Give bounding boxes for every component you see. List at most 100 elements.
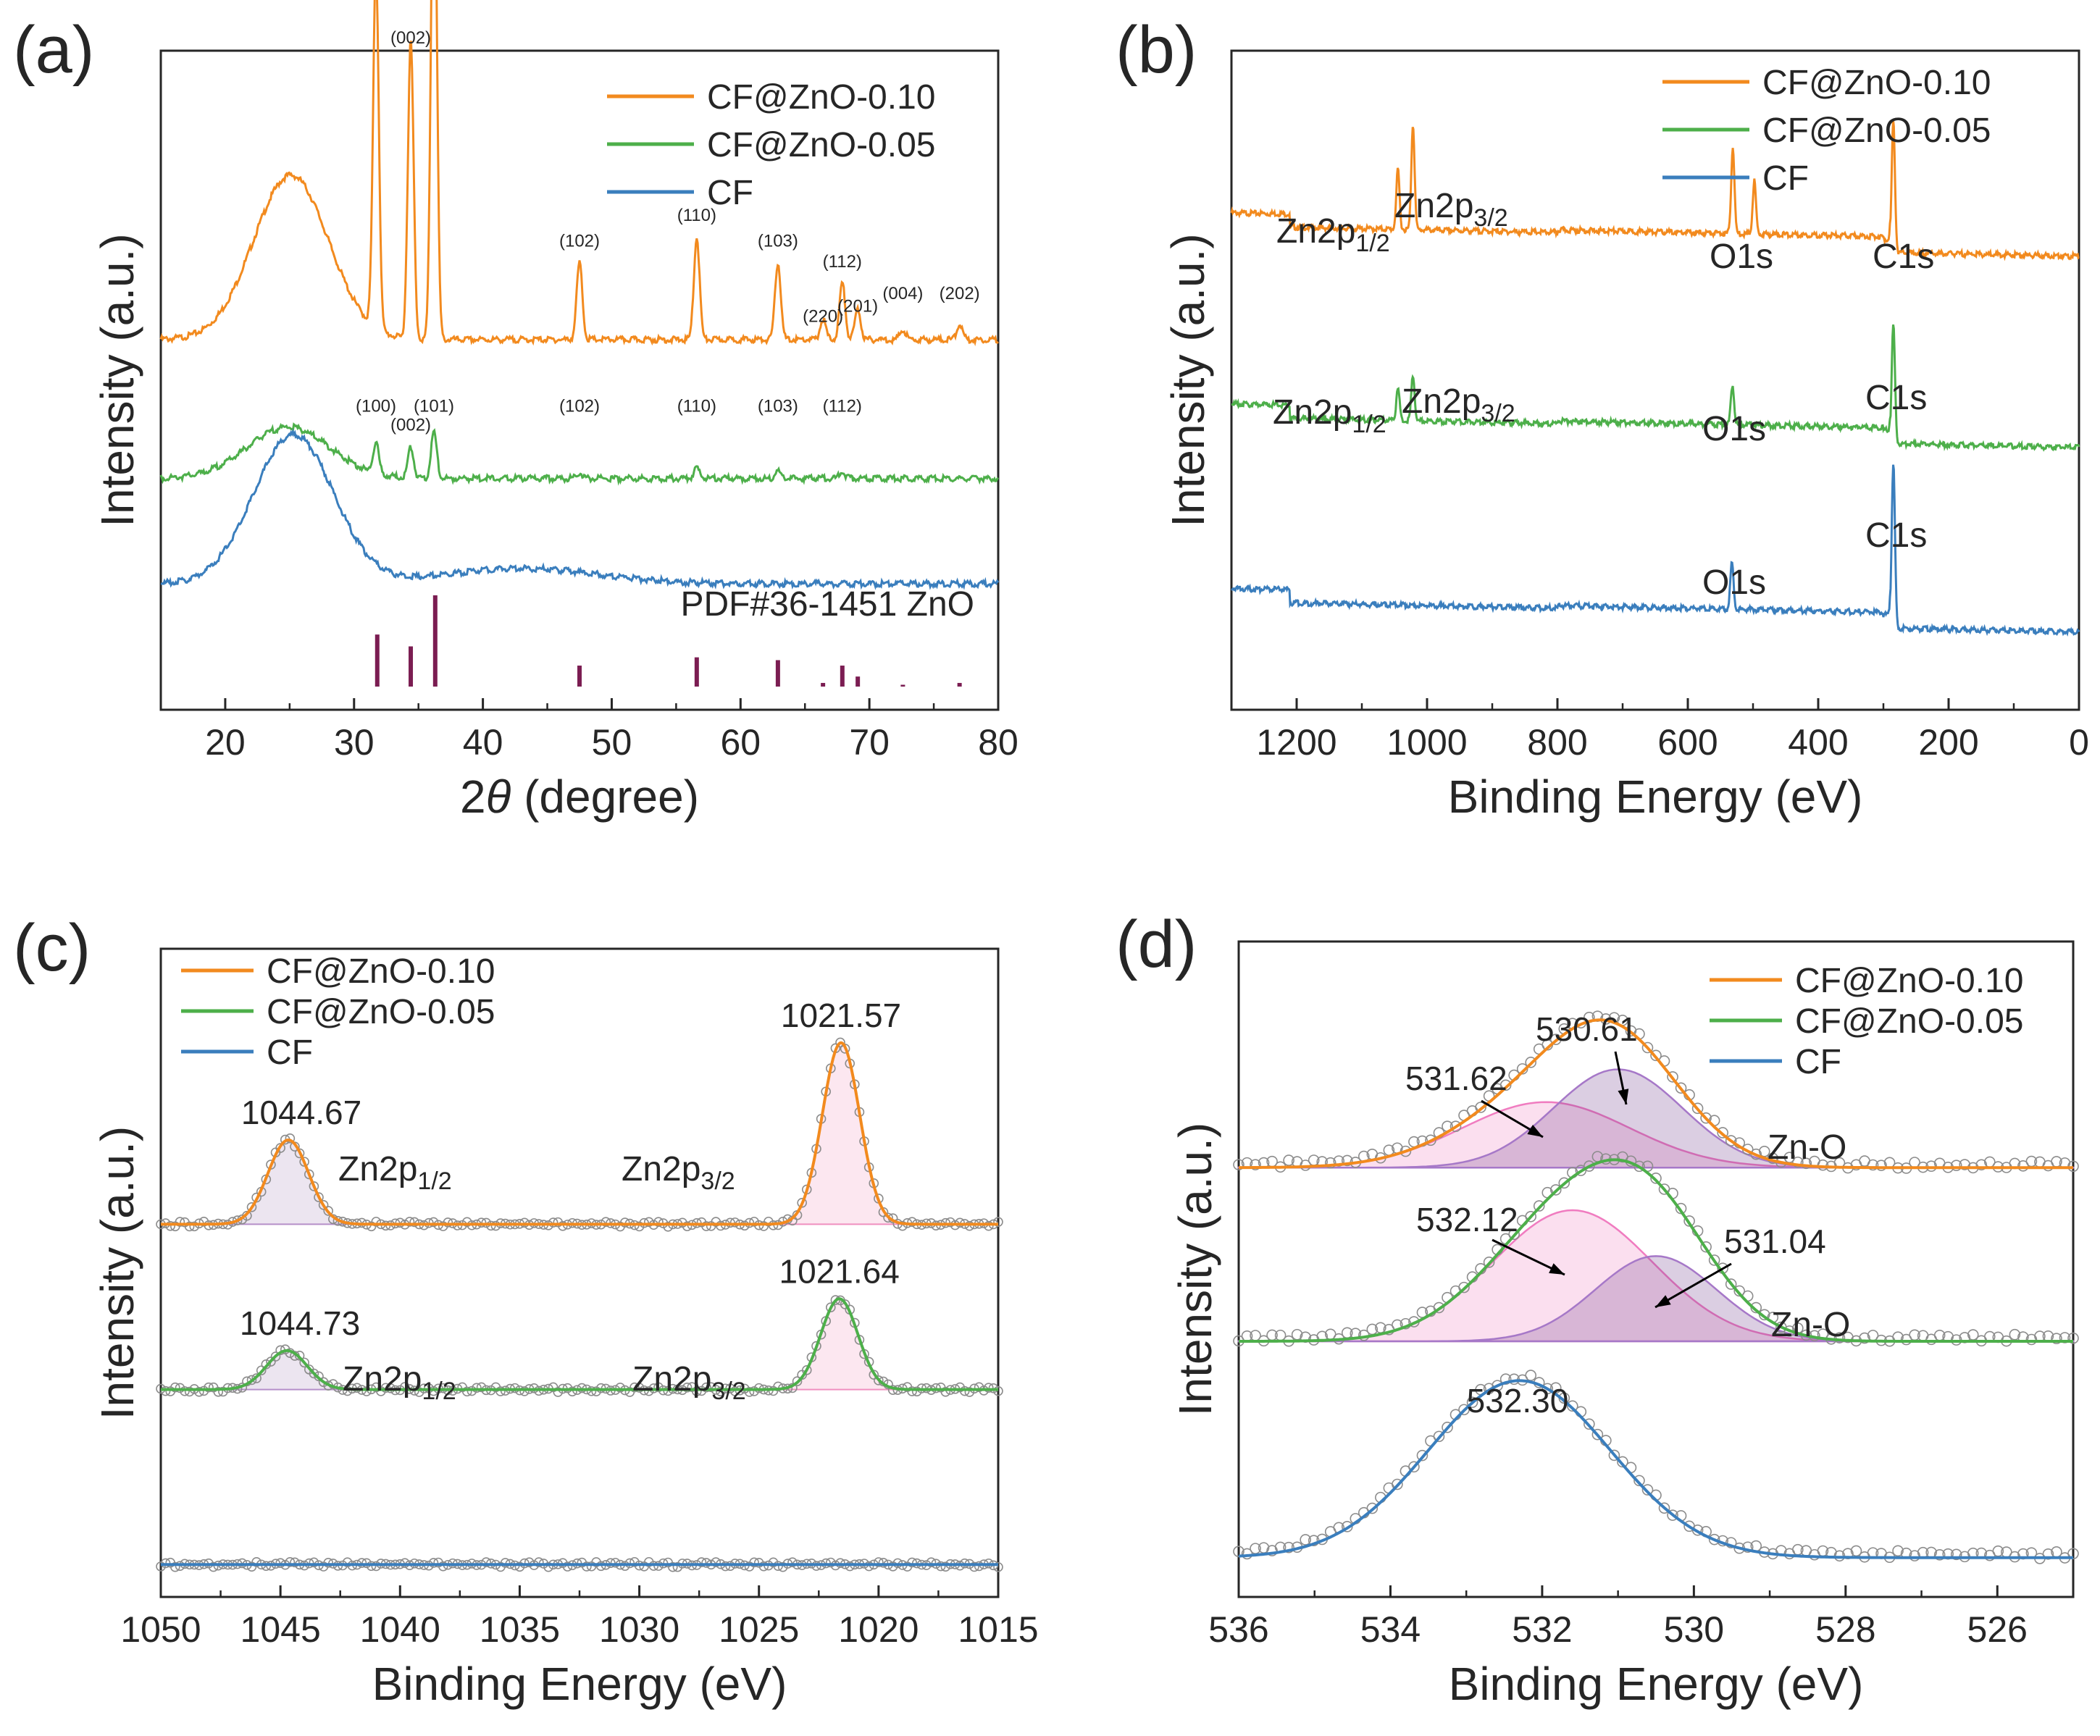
data-marker (1591, 1428, 1604, 1441)
data-marker (907, 1557, 917, 1568)
data-marker (1708, 1533, 1720, 1546)
data-marker (729, 1386, 740, 1396)
series-line (159, 422, 1000, 486)
x-tick-label: 1025 (719, 1609, 799, 1650)
annotation-arrowhead (1655, 1295, 1671, 1307)
peak-value-label: 531.04 (1724, 1223, 1826, 1260)
data-marker (619, 1217, 630, 1228)
data-marker (940, 1386, 951, 1397)
data-marker (1733, 1285, 1745, 1297)
data-marker (461, 1386, 472, 1397)
data-marker (711, 1557, 721, 1567)
zn2p12-label: Zn2p1/2 (1273, 393, 1386, 438)
data-marker (1725, 1278, 1737, 1290)
hkl-label: (202) (940, 284, 980, 303)
data-marker (792, 1376, 803, 1387)
data-marker (490, 1220, 501, 1231)
data-marker (1283, 1154, 1294, 1166)
data-marker (1558, 1177, 1570, 1189)
legend-label: CF@ZnO-0.05 (267, 993, 495, 1031)
series-fit-line (1239, 1158, 2073, 1343)
data-marker (883, 1212, 893, 1223)
x-tick-label: 530 (1664, 1609, 1724, 1650)
x-tick-label: 1200 (1256, 722, 1336, 763)
peak-value-label: 530.61 (1536, 1010, 1638, 1048)
data-marker (438, 1561, 448, 1572)
data-marker (1758, 1145, 1770, 1157)
data-marker (974, 1561, 984, 1572)
data-marker (548, 1217, 559, 1228)
data-marker (400, 1558, 410, 1569)
panel-c: 1050 1045 1040 1035 1030 1025 1020 1015 Binding … (13, 911, 1039, 1710)
data-marker (682, 1221, 693, 1231)
data-marker (1584, 1418, 1595, 1430)
legend-label: CF (1795, 1043, 1841, 1081)
c1s-label: C1s (1865, 379, 1927, 417)
data-marker (524, 1557, 535, 1567)
data-marker (720, 1561, 731, 1572)
peak-component (1237, 1255, 2075, 1343)
data-marker (299, 1357, 309, 1368)
zn2p32-label: Zn2p3/2 (1394, 187, 1508, 232)
hkl-label: (102) (559, 396, 600, 416)
data-marker (562, 1561, 573, 1572)
data-marker (1250, 1159, 1261, 1170)
plot-frame (1237, 940, 2075, 1598)
data-marker (318, 1199, 329, 1210)
data-marker (1300, 1534, 1311, 1546)
data-marker (1525, 1370, 1536, 1381)
data-marker (1708, 1254, 1720, 1266)
data-marker (940, 1561, 951, 1572)
data-marker (1541, 1383, 1554, 1395)
data-marker (1741, 1541, 1754, 1553)
data-marker (959, 1385, 970, 1396)
x-tick-label: 1035 (480, 1609, 560, 1650)
legend-label: CF@ZnO-0.10 (267, 952, 495, 991)
x-tick-label: 20 (205, 722, 246, 763)
hkl-label: (103) (758, 231, 798, 251)
x-tick-label: 80 (978, 722, 1018, 763)
x-tick-label: 528 (1815, 1609, 1875, 1650)
data-marker (476, 1217, 487, 1228)
x-tick-label: 534 (1360, 1609, 1421, 1650)
data-marker (716, 1386, 726, 1397)
data-marker (983, 1383, 994, 1393)
c1s-label: C1s (1873, 238, 1934, 276)
data-marker (1950, 1548, 1962, 1561)
data-marker (1800, 1157, 1812, 1170)
x-tick-label: 30 (334, 722, 375, 763)
data-marker (911, 1386, 922, 1397)
peak-value-label: 531.62 (1405, 1060, 1507, 1097)
zn2p32-label: Zn2p3/2 (622, 1150, 735, 1195)
x-tick-label: 1050 (120, 1609, 201, 1650)
zn-o-label: Zn-O (1771, 1306, 1850, 1344)
data-marker (634, 1383, 645, 1393)
data-marker (874, 1375, 884, 1385)
zn2p32-label: Zn2p3/2 (1402, 382, 1515, 427)
data-marker (1466, 1396, 1478, 1409)
data-marker (993, 1217, 1003, 1227)
data-marker (601, 1217, 611, 1227)
data-marker (160, 1385, 171, 1396)
zn2p12-label: Zn2p1/2 (338, 1150, 452, 1195)
data-marker (744, 1387, 755, 1397)
data-marker (1549, 1184, 1562, 1196)
data-marker (251, 1556, 262, 1567)
x-tick-label: 800 (1527, 722, 1587, 763)
data-marker (1975, 1159, 1988, 1171)
data-marker (907, 1386, 917, 1396)
peak-component (763, 1298, 916, 1391)
series-fit-line (161, 1041, 998, 1226)
data-marker (1650, 1049, 1662, 1062)
panel-label: (c) (13, 911, 91, 985)
data-marker (495, 1386, 506, 1396)
data-marker (1499, 1079, 1512, 1091)
annotation-arrowhead (1618, 1089, 1629, 1104)
data-marker (1691, 1102, 1704, 1115)
data-marker (1233, 1546, 1244, 1558)
data-marker (692, 1386, 702, 1396)
x-tick-label: 400 (1788, 722, 1848, 763)
data-marker (729, 1217, 740, 1228)
data-marker (826, 1302, 836, 1312)
data-marker (1533, 1200, 1545, 1212)
